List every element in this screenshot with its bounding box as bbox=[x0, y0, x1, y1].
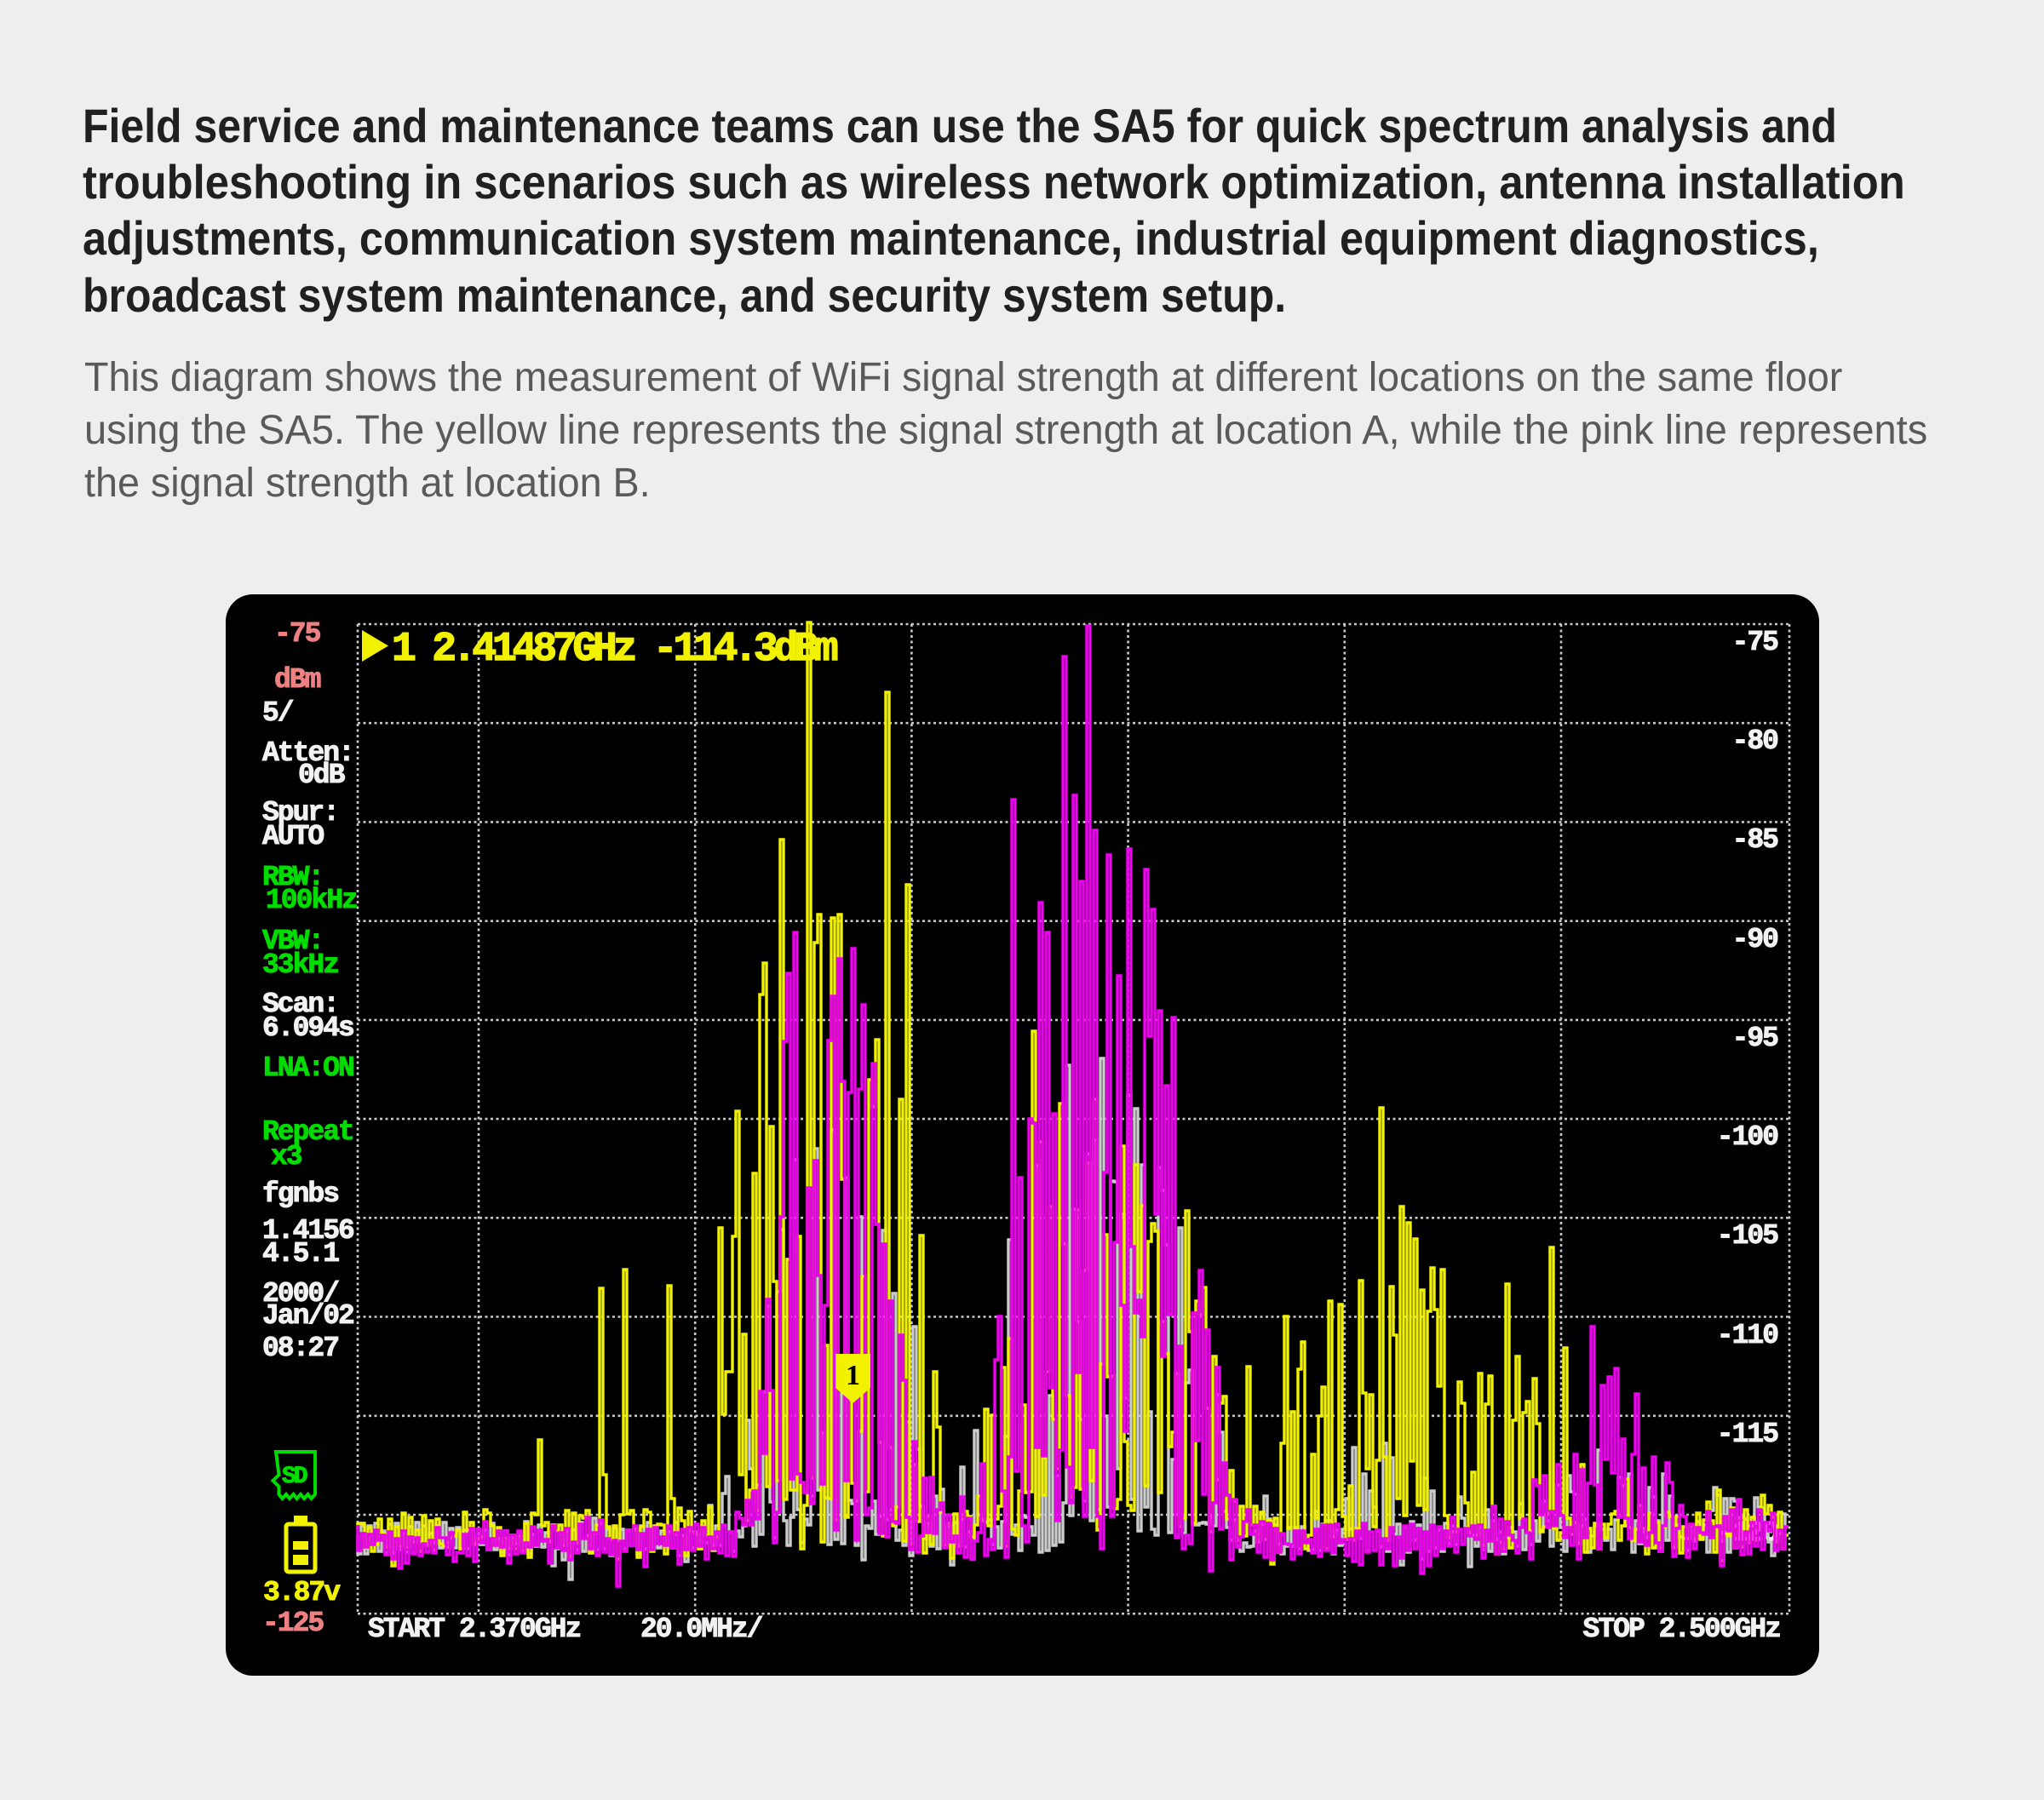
svg-text:Scan:: Scan: bbox=[262, 989, 338, 1020]
svg-text:Spur:: Spur: bbox=[262, 797, 338, 828]
svg-text:Jan/02: Jan/02 bbox=[262, 1300, 353, 1332]
svg-text:SD: SD bbox=[282, 1464, 307, 1490]
svg-text:2000/: 2000/ bbox=[262, 1278, 339, 1310]
svg-text:0dB: 0dB bbox=[298, 760, 346, 791]
svg-text:START 2.370GHz: START 2.370GHz bbox=[368, 1614, 580, 1645]
svg-text:-75: -75 bbox=[274, 618, 321, 650]
svg-text:-80: -80 bbox=[1732, 725, 1778, 757]
svg-text:1.4156: 1.4156 bbox=[262, 1215, 353, 1247]
svg-text:dBm: dBm bbox=[274, 664, 321, 696]
svg-text:-85: -85 bbox=[1732, 824, 1779, 856]
svg-text:AUTO: AUTO bbox=[262, 821, 324, 852]
svg-text:4.5.1: 4.5.1 bbox=[262, 1238, 339, 1270]
svg-text:6.094s: 6.094s bbox=[262, 1012, 353, 1044]
svg-text:-125: -125 bbox=[262, 1608, 324, 1639]
svg-text:-110: -110 bbox=[1717, 1320, 1777, 1351]
svg-text:-105: -105 bbox=[1717, 1220, 1778, 1252]
svg-text:1: 1 bbox=[846, 1360, 860, 1391]
svg-text:-75: -75 bbox=[1732, 627, 1779, 658]
svg-text:33kHz: 33kHz bbox=[262, 949, 338, 981]
svg-text:20.0MHz/: 20.0MHz/ bbox=[640, 1614, 763, 1645]
svg-text:VBW:: VBW: bbox=[262, 926, 323, 957]
svg-text:08:27: 08:27 bbox=[262, 1333, 338, 1364]
svg-text:3.87v: 3.87v bbox=[263, 1577, 341, 1608]
svg-text:-90: -90 bbox=[1732, 924, 1778, 955]
svg-text:STOP 2.500GHz: STOP 2.500GHz bbox=[1583, 1614, 1781, 1645]
svg-text:Repeat: Repeat bbox=[262, 1116, 353, 1148]
svg-text:x3: x3 bbox=[271, 1141, 302, 1172]
svg-text:fgnbs: fgnbs bbox=[262, 1178, 338, 1210]
svg-text:100kHz: 100kHz bbox=[266, 885, 357, 916]
svg-text:-95: -95 bbox=[1732, 1023, 1779, 1054]
svg-text:5/: 5/ bbox=[262, 697, 294, 729]
svg-text:RBW:: RBW: bbox=[262, 862, 323, 893]
svg-text:-100: -100 bbox=[1717, 1121, 1777, 1153]
svg-text:1 2.41487GHz -114.3dBm: 1 2.41487GHz -114.3dBm bbox=[392, 627, 838, 673]
svg-text:-115: -115 bbox=[1717, 1419, 1778, 1450]
svg-text:LNA:ON: LNA:ON bbox=[262, 1052, 353, 1084]
svg-text:Atten:: Atten: bbox=[262, 737, 353, 769]
